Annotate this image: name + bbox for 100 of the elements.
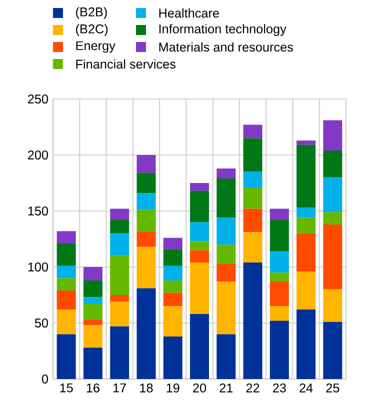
bar (190, 183, 209, 191)
bar (163, 336, 182, 379)
bar (83, 297, 102, 304)
bar (243, 208, 262, 232)
bar (296, 271, 316, 310)
bar (243, 172, 262, 188)
bar (56, 334, 76, 379)
x-tick-label: 21 (220, 383, 233, 392)
bar (216, 244, 236, 264)
bar (136, 231, 156, 247)
bar (216, 334, 236, 379)
bar (216, 168, 236, 179)
bar (136, 288, 156, 379)
y-tick-label: 50 (34, 318, 48, 328)
y-tick-label: 200 (28, 150, 48, 160)
bar (270, 272, 289, 282)
bar (83, 280, 102, 298)
bar (216, 264, 236, 282)
bar (270, 251, 289, 273)
bar (56, 243, 76, 266)
bar (296, 233, 316, 272)
bar (56, 278, 76, 291)
y-tick-label: 150 (28, 206, 48, 216)
bar (296, 208, 316, 218)
bar (190, 222, 209, 242)
bar (270, 208, 289, 220)
bar (83, 267, 102, 280)
legend-label: Information technology (159, 24, 286, 36)
bar (163, 238, 182, 250)
y-tick-label: 0 (42, 374, 48, 384)
bar (163, 306, 182, 336)
bar (296, 310, 316, 379)
bar (83, 304, 102, 320)
bar (163, 249, 182, 266)
bar (323, 150, 342, 178)
x-tick-label: 24 (300, 383, 313, 392)
bar (190, 190, 209, 222)
y-tick-label: 250 (28, 94, 48, 104)
bar (296, 144, 316, 208)
bar (56, 231, 76, 244)
x-tick-label: 15 (60, 383, 73, 392)
bar (216, 282, 236, 334)
legend-label: Materials and resources (159, 42, 293, 52)
bar (83, 325, 102, 348)
legend-label: Healthcare (159, 8, 219, 18)
legend-label: Financial services (76, 59, 176, 69)
legend-label: Energy (76, 41, 116, 53)
bar (323, 120, 342, 151)
bar (110, 295, 130, 302)
x-tick-label: 16 (86, 383, 100, 392)
bar (163, 292, 182, 306)
bar (216, 218, 236, 245)
x-tick-label: 18 (140, 383, 153, 392)
legend-label: (B2B) (76, 7, 107, 19)
y-tick-label: 100 (28, 262, 48, 272)
bar (270, 282, 289, 306)
bar (110, 233, 130, 256)
bar (56, 290, 76, 310)
bar (190, 241, 209, 250)
bar (136, 210, 156, 232)
bar (270, 306, 289, 321)
bar (323, 224, 342, 290)
bar (136, 172, 156, 194)
x-tick-label: 17 (114, 383, 126, 392)
bar (323, 289, 342, 322)
bar (110, 326, 130, 379)
bar (136, 155, 156, 173)
bar (83, 348, 102, 379)
bar (296, 218, 316, 234)
x-tick-label: 19 (166, 383, 180, 392)
bar (243, 262, 262, 379)
bar (163, 280, 182, 293)
bar (136, 246, 156, 288)
bar (110, 256, 130, 295)
bar (56, 266, 76, 278)
x-tick-label: 20 (193, 383, 206, 392)
bar (323, 177, 342, 212)
bar (270, 220, 289, 252)
bar (323, 322, 342, 379)
bar (296, 140, 316, 145)
bar (110, 220, 130, 234)
bar (243, 232, 262, 263)
bar (56, 310, 76, 334)
bar (323, 212, 342, 224)
bar (216, 178, 236, 218)
bar (270, 320, 289, 379)
bar (83, 320, 102, 326)
x-tick-label: 23 (272, 383, 286, 392)
bar (190, 262, 209, 314)
bar (243, 138, 262, 172)
x-tick-label: 22 (246, 383, 260, 392)
bar (110, 208, 130, 220)
bar (243, 187, 262, 209)
x-tick-label: 25 (326, 383, 340, 392)
legend-label: (B2C) (76, 24, 108, 36)
bar (163, 266, 182, 280)
bar (190, 250, 209, 263)
bar (190, 314, 209, 379)
bar (136, 193, 156, 210)
bar (110, 302, 130, 326)
